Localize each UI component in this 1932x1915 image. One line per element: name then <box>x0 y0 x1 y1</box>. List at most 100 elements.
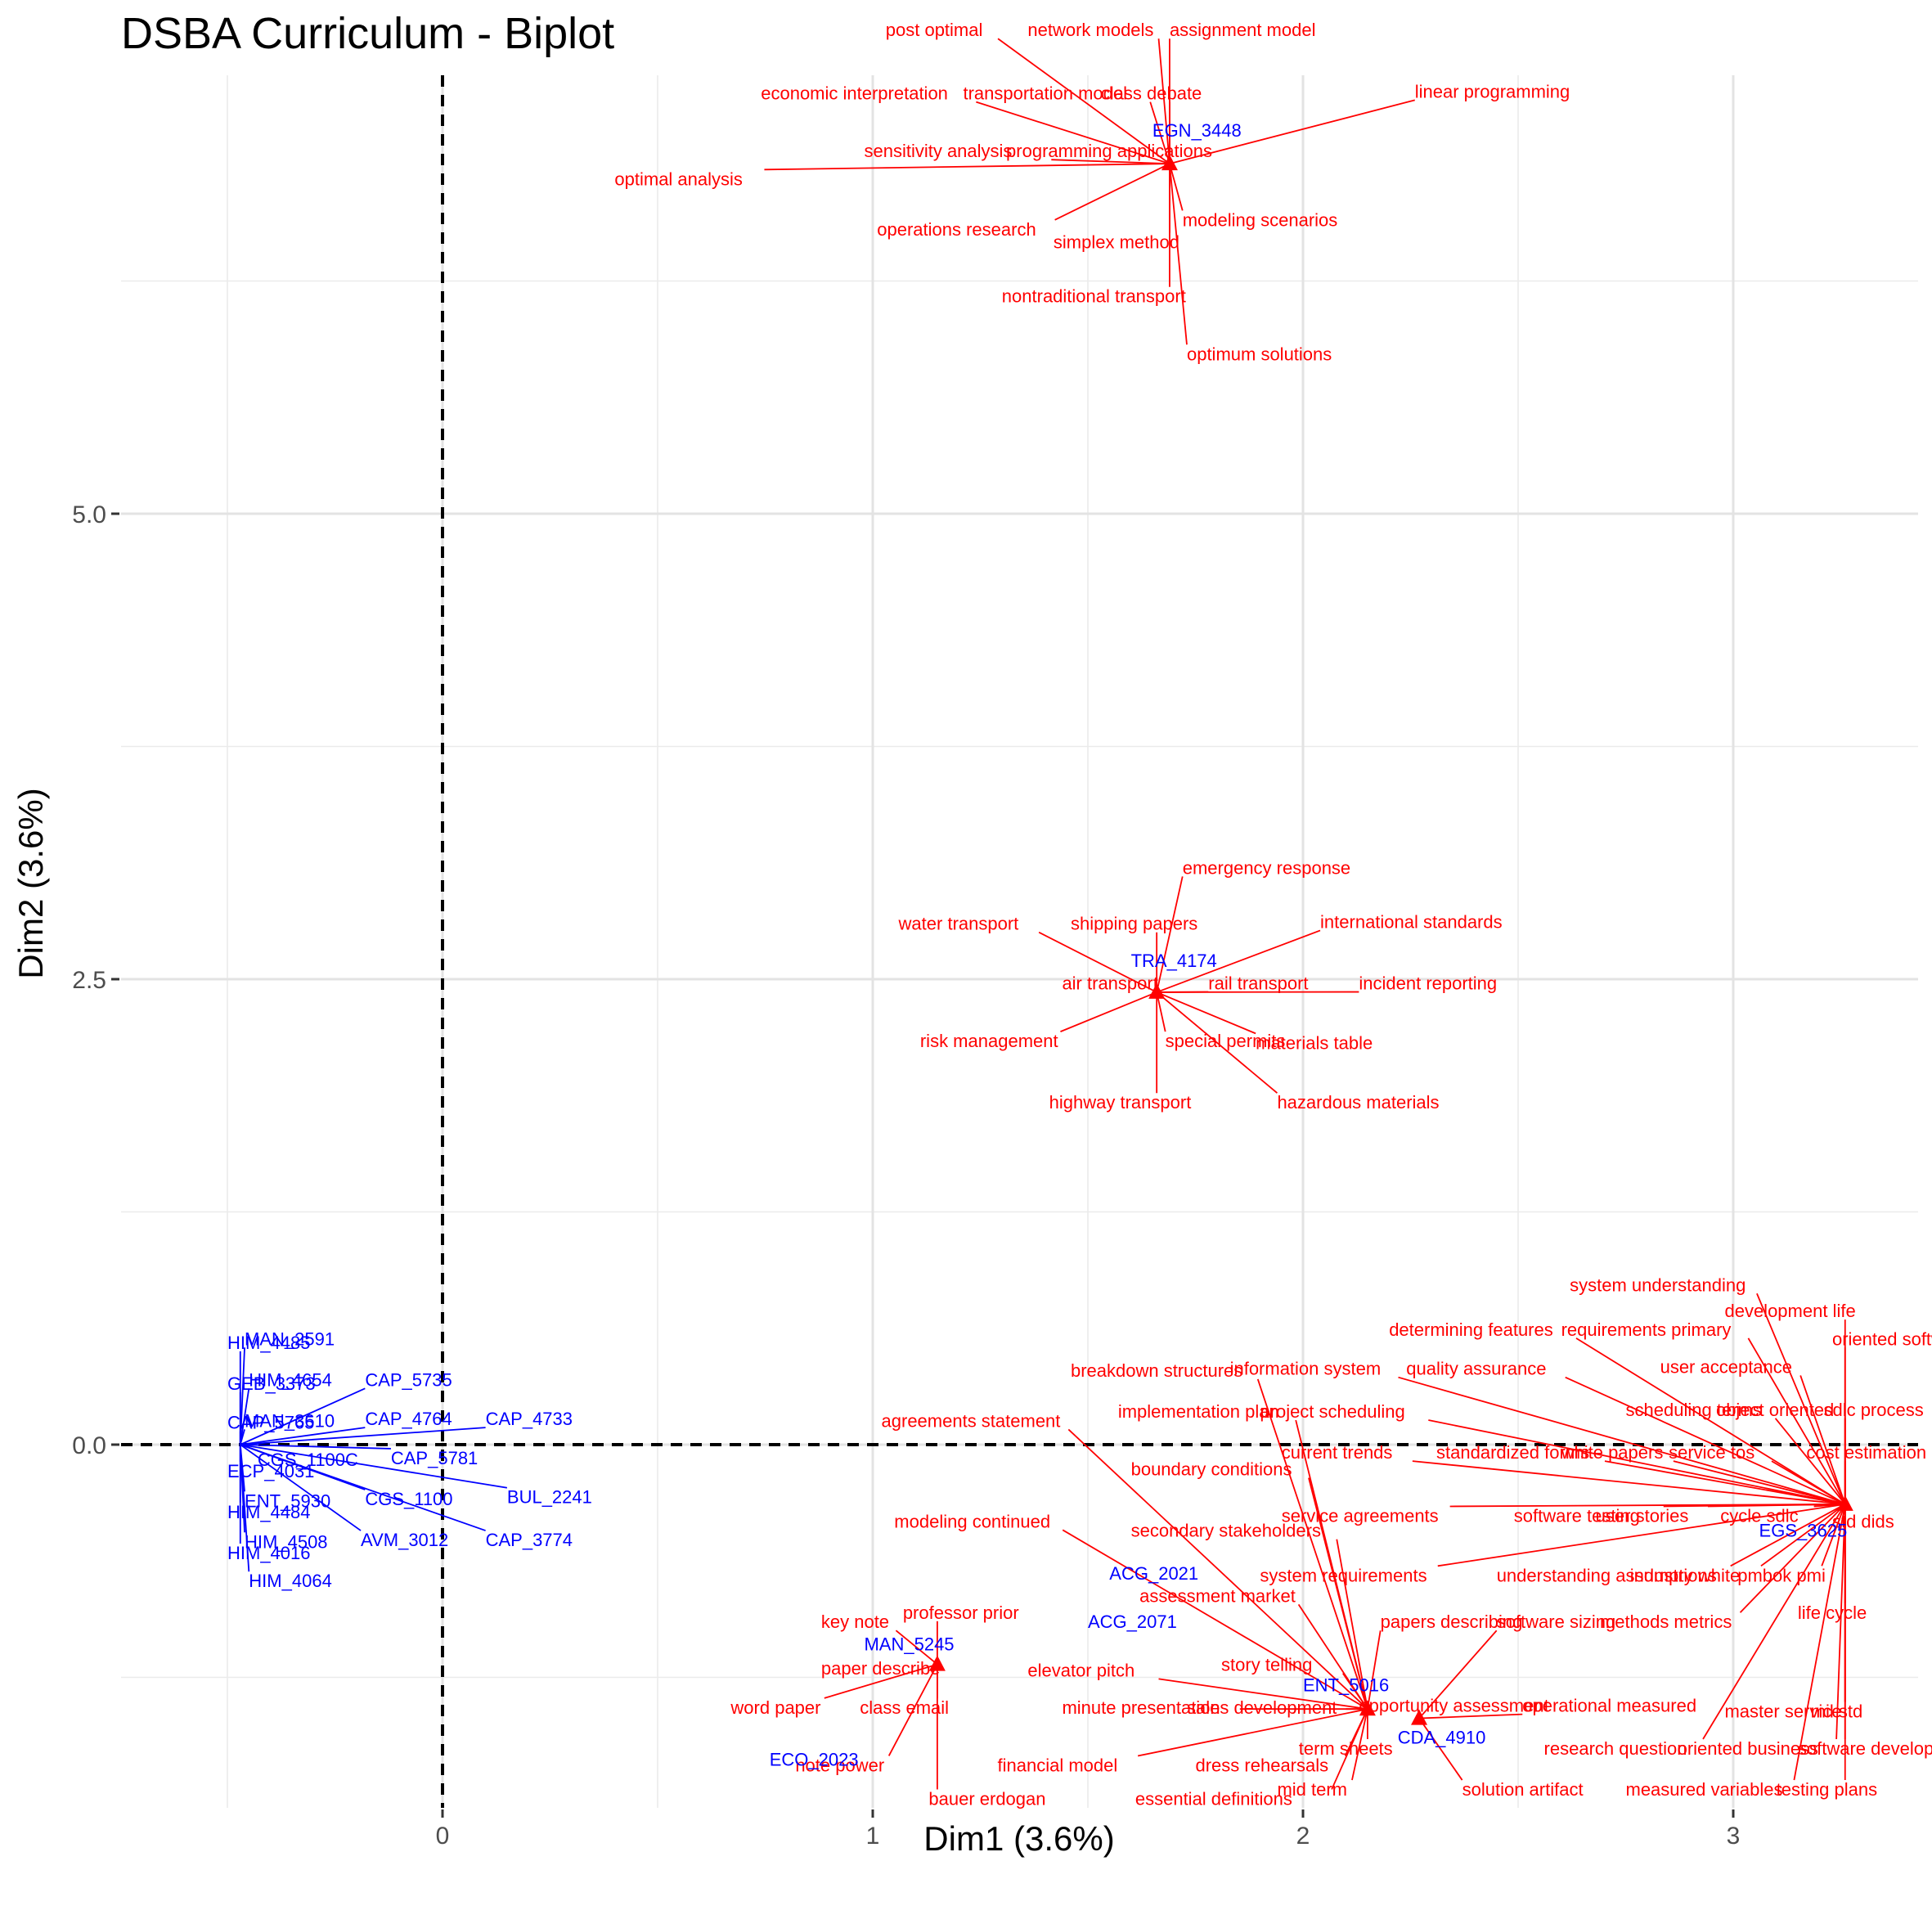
term-label: cost estimation <box>1806 1442 1926 1463</box>
term-loading-arrow <box>1367 1630 1382 1710</box>
term-label: paper describe <box>821 1658 941 1679</box>
term-label: understanding assumptions <box>1497 1565 1717 1585</box>
document-loading-arrow <box>240 1444 508 1489</box>
document-loading-arrow <box>240 1387 366 1445</box>
term-label: class debate <box>1101 83 1202 104</box>
reference-lines <box>121 75 1918 1808</box>
term-label: rail transport <box>1208 973 1308 994</box>
term-loading-arrow <box>1774 1418 1846 1505</box>
document-loading-arrow <box>240 1427 366 1445</box>
centroid-triangle-marker <box>1411 1709 1428 1725</box>
term-loading-arrow <box>1060 991 1157 1032</box>
term-loading-arrow <box>1054 163 1170 221</box>
document-label: MAN_5245 <box>864 1634 954 1655</box>
term-label: mid term <box>1277 1779 1347 1800</box>
term-loading-arrow <box>1169 163 1184 211</box>
term-loading-arrow <box>1418 1713 1523 1719</box>
x-tick-label: 2 <box>1296 1823 1310 1850</box>
y-tick-label: 0.0 <box>72 1432 106 1459</box>
term-label: financial model <box>998 1755 1118 1775</box>
term-loading-arrow <box>1308 1477 1368 1710</box>
document-label: CAP_5781 <box>391 1448 478 1468</box>
term-label: solution artifact <box>1462 1779 1584 1800</box>
term-label: std dids <box>1832 1511 1894 1531</box>
term-label: oriented business <box>1678 1738 1818 1759</box>
centroid-triangle-marker <box>1836 1495 1853 1511</box>
axes: 0 1 2 3 0.0 2.5 5.0 <box>72 501 1740 1850</box>
centroid-triangle-marker <box>1359 1700 1376 1716</box>
term-loading-arrow <box>1342 1673 1368 1710</box>
term-label: transportation model <box>963 83 1127 104</box>
term-label: key note <box>821 1612 889 1632</box>
term-loading-arrow <box>1604 1460 1845 1505</box>
term-loading-arrow <box>895 1630 938 1666</box>
term-loading-arrow <box>1730 1504 1846 1567</box>
document-label: CAP_4733 <box>486 1409 573 1429</box>
term-label: methods metrics <box>1600 1612 1732 1632</box>
term-label: mil std <box>1811 1701 1863 1721</box>
document-loading-arrow <box>239 1388 250 1445</box>
term-loading-arrow <box>1428 1419 1845 1505</box>
term-label: software sizing <box>1497 1612 1616 1632</box>
term-loading-arrow <box>1707 1503 1845 1508</box>
term-label: system requirements <box>1260 1565 1427 1585</box>
term-label: modeling scenarios <box>1183 209 1338 230</box>
term-loading-arrow <box>1156 991 1166 1032</box>
term-label: modeling continued <box>894 1511 1050 1531</box>
term-label: essential definitions <box>1135 1788 1292 1809</box>
y-axis-label: Dim2 (3.6%) <box>11 788 50 978</box>
term-label: sales development <box>1187 1697 1337 1718</box>
document-label: CAP_3774 <box>486 1530 573 1550</box>
document-label: HIM_4508 <box>245 1531 328 1552</box>
term-label: term sheets <box>1299 1738 1393 1759</box>
term-label: service agreements <box>1282 1505 1439 1526</box>
term-label: software testing <box>1514 1505 1640 1526</box>
term-label: special permits <box>1166 1031 1286 1051</box>
document-loading-arrow <box>239 1444 250 1572</box>
term-label: network models <box>1027 20 1153 40</box>
document-label: ECP_4031 <box>227 1461 314 1481</box>
document-label: HIM_4654 <box>249 1369 332 1390</box>
document-label: MAN_3610 <box>245 1410 335 1431</box>
term-label: elevator pitch <box>1027 1660 1134 1680</box>
term-label: water transport <box>898 914 1019 934</box>
document-label: EGS_3625 <box>1759 1521 1848 1541</box>
term-label: scheduling terms <box>1626 1400 1762 1420</box>
document-label: AVM_3012 <box>361 1530 448 1550</box>
document-label: ACG_2071 <box>1088 1612 1177 1632</box>
loading-arrows <box>239 38 1853 1790</box>
chart-title: DSBA Curriculum - Biplot <box>121 9 615 58</box>
term-label: object oriented <box>1716 1400 1834 1420</box>
term-loading-arrow <box>1336 1539 1368 1710</box>
term-label: assignment model <box>1170 20 1316 40</box>
term-loading-arrow <box>1821 1504 1846 1567</box>
term-label: oriented software <box>1832 1328 1932 1349</box>
document-label: GEB_3373 <box>227 1373 316 1394</box>
term-label: research question <box>1544 1738 1687 1759</box>
document-label: CAP_5765 <box>227 1413 314 1433</box>
term-label: incident reporting <box>1359 973 1497 994</box>
term-label: service tos <box>1669 1442 1755 1463</box>
term-label: emergency response <box>1183 857 1350 878</box>
term-label: user stories <box>1596 1505 1689 1526</box>
term-loading-arrow <box>1739 1504 1846 1613</box>
term-loading-arrow <box>1156 929 1321 993</box>
term-label: operations research <box>877 219 1036 240</box>
term-loading-arrow <box>976 101 1170 164</box>
term-label: quality assurance <box>1406 1359 1546 1379</box>
document-label: ENT_5930 <box>245 1490 330 1511</box>
term-loading-arrow <box>1331 1708 1368 1790</box>
grid-lines <box>121 75 1918 1808</box>
term-label: word paper <box>730 1697 820 1718</box>
term-label: current trends <box>1282 1442 1393 1463</box>
term-loading-arrow <box>1156 991 1278 1094</box>
centroid-triangle-marker <box>928 1655 946 1671</box>
term-loading-arrow <box>1157 38 1170 164</box>
term-label: hazardous materials <box>1277 1092 1439 1113</box>
x-tick-label: 3 <box>1727 1823 1741 1850</box>
term-label: class email <box>860 1697 949 1718</box>
y-tick-label: 5.0 <box>72 501 106 528</box>
document-label: CAP_5735 <box>365 1369 452 1390</box>
term-label: economic interpretation <box>761 83 948 104</box>
